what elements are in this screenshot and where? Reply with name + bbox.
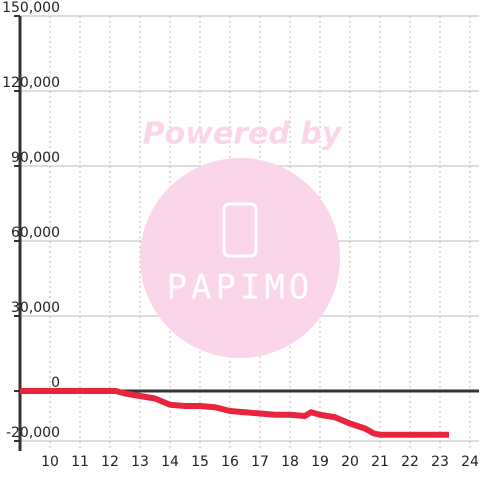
x-tick-label: 17	[251, 454, 269, 470]
x-tick-label: 14	[161, 454, 179, 470]
watermark-icon	[222, 202, 258, 258]
watermark: Powered by PAPIMO	[140, 117, 343, 358]
x-tick-label: 23	[431, 454, 449, 470]
y-tick-label: 30,000	[11, 300, 60, 316]
x-tick-label: 11	[71, 454, 89, 470]
x-tick-label: 22	[401, 454, 419, 470]
x-tick-label: 19	[311, 454, 329, 470]
line	[20, 388, 449, 438]
x-tick-label: 12	[101, 454, 119, 470]
x-tick-label: 21	[371, 454, 389, 470]
watermark-text: PAPIMO	[167, 268, 314, 308]
y-tick-label: 0	[51, 375, 60, 391]
y-tick-label: 90,000	[11, 150, 60, 166]
x-tick-label: 10	[41, 454, 59, 470]
x-tick-label: 24	[461, 454, 479, 470]
x-tick-label: 18	[281, 454, 299, 470]
x-tick-label: 13	[131, 454, 149, 470]
watermark-circle	[140, 158, 340, 358]
x-tick-label: 20	[341, 454, 359, 470]
x-tick-label: 15	[191, 454, 209, 470]
y-tick-label: 120,000	[2, 75, 60, 91]
y-tick-label: 150,000	[2, 0, 60, 16]
y-tick-label: -20,000	[6, 425, 60, 441]
x-tick-label: 16	[221, 454, 239, 470]
y-tick-label: 60,000	[11, 225, 60, 241]
watermark-text: Powered by	[143, 117, 343, 152]
